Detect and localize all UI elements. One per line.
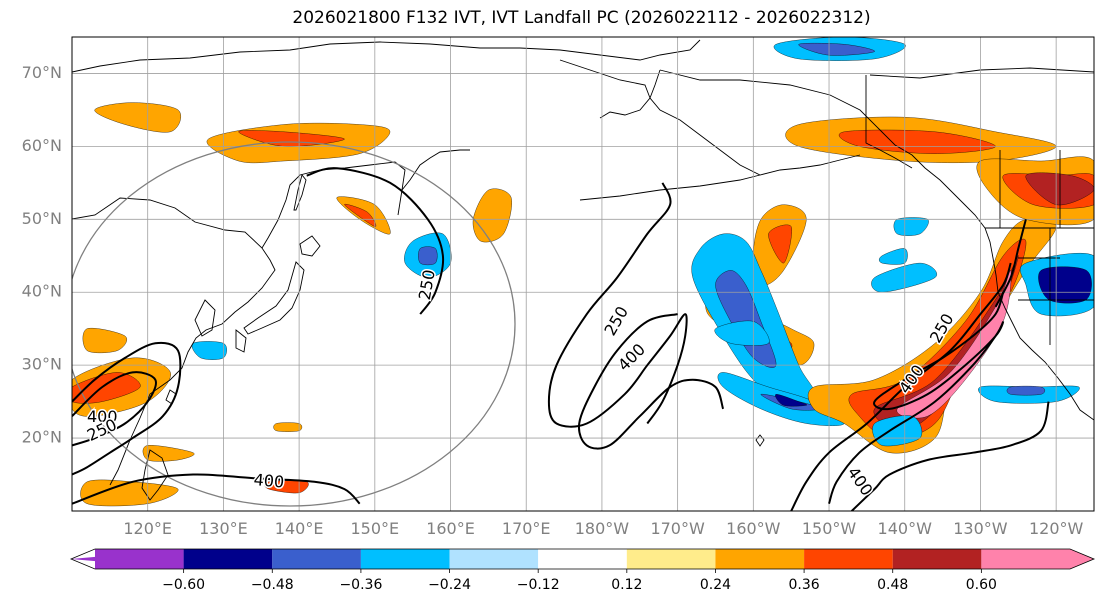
colorbar-swatch [95,549,184,569]
contour-label: 400 [87,407,118,426]
pc-shaded-area [871,262,937,293]
ivt-contour-line [72,341,182,476]
ivt-contour-line [851,401,1050,511]
map-title: 2026021800 F132 IVT, IVT Landfall PC (20… [292,8,871,28]
ivt-shading [72,37,1094,507]
ivt-contour-line [72,473,361,505]
colorbar-tick-label: −0.24 [428,577,471,593]
ivt-contour-line [994,219,1027,308]
siberia-north-coast [72,39,701,73]
pc-shaded-area [472,188,512,243]
asia-coastline [72,197,276,486]
latitude-label: 70°N [22,63,62,82]
colorbar-swatch [892,549,982,569]
colorbar-tick-label: 0.36 [789,577,820,593]
longitude-label: 140°E [275,519,324,538]
colorbar-tick-label: −0.48 [251,577,294,593]
contour-label: 400 [253,470,285,492]
pc-shaded-area [82,327,127,354]
colorbar-swatch [981,549,1070,569]
longitude-label: 130°W [953,519,1008,538]
longitude-label: 120°E [123,519,172,538]
graticule [72,37,1094,511]
colorbar-swatch [715,549,805,569]
alaska-coastline [659,69,986,229]
philippines-coastline [141,449,169,501]
pc-shaded-area [1038,266,1092,304]
ivt-contour-line [828,291,1005,505]
pc-shaded-area [1006,385,1045,396]
latitude-label: 40°N [22,282,62,301]
pc-shaded-area [80,479,179,507]
colorbar-swatch [626,549,716,569]
longitude-label: 170°E [502,519,551,538]
longitude-label: 150°W [802,519,857,538]
pc-shaded-area [768,224,792,264]
plot-frame [71,36,1095,512]
longitude-label: 130°E [199,519,248,538]
alaska-canada-border [865,75,913,169]
colorbar-tick-label: −0.36 [339,577,382,593]
latitude-label: 50°N [22,209,62,228]
colorbar-swatch [360,549,450,569]
ivt-contour-line [790,262,1012,511]
colorbar-tick-label: 0.48 [877,577,908,593]
pc-shaded-area [94,102,181,133]
longitude-label: 170°W [650,519,705,538]
pc-shaded-area [344,204,377,227]
kamchatka-coastline [401,149,470,191]
colorbar-tick-label: −0.12 [517,577,560,593]
ivt-contour-line [72,371,157,447]
colorbar-tick-label: 0.24 [700,577,731,593]
canada-provinces [999,150,1061,228]
japan-honshu [243,261,305,335]
ivt-contours [72,167,1050,511]
colorbar-swatch [449,549,539,569]
colorbar-swatch [1070,549,1094,569]
pc-shaded-area [798,43,875,56]
longitude-label: 160°W [726,519,781,538]
latitude-labels: 70°N 60°N 50°N 40°N 30°N 20°N [22,63,62,447]
japan-hokkaido [299,235,321,257]
pc-shaded-area [273,422,303,432]
colorbar-swatch [804,549,893,569]
pc-shaded-area [72,372,141,404]
alaska-west-coast [649,69,861,176]
pc-shaded-area [142,445,195,462]
landfall-region-ellipse [72,141,516,507]
colorbar-outline [69,548,1096,570]
north-america-west-coast [984,227,1094,421]
longitude-label: 160°E [426,519,475,538]
japan-kyushu [235,329,247,353]
sakhalin-coastline [293,174,307,211]
ivt-contour-line [577,313,725,450]
colorbar: −0.60 −0.48 −0.36 −0.24 −0.12 0.12 0.24 0.36 0.4… [69,548,1096,593]
pc-shaded-area [418,246,438,266]
colorbar-swatch [183,549,273,569]
ivt-contour-line [306,167,445,315]
latitude-label: 30°N [22,355,62,374]
pc-shaded-area [775,394,808,407]
korea-coastline [194,299,216,337]
colorbar-swatch [272,549,361,569]
colorbar-tick-label: 0.60 [966,577,997,593]
latitude-label: 20°N [22,428,62,447]
coastlines [72,39,1094,501]
colorbar-tick-label: −0.60 [162,577,205,593]
canada-north [869,67,1094,79]
latitude-label: 60°N [22,136,62,155]
longitude-label: 150°E [350,519,399,538]
pc-shaded-area [893,217,929,236]
ivt-contour-line [547,182,688,428]
colorbar-tick-label: 0.12 [611,577,642,593]
pc-shaded-area [714,320,770,346]
longitude-labels: 120°E 130°E 140°E 150°E 160°E 170°E 180°W 170°W… [123,519,1083,538]
longitude-label: 140°W [878,519,933,538]
longitude-label: 120°W [1029,519,1084,538]
longitude-label: 180°W [575,519,630,538]
colorbar-swatch [538,549,627,569]
aleutian-chain [579,174,761,201]
